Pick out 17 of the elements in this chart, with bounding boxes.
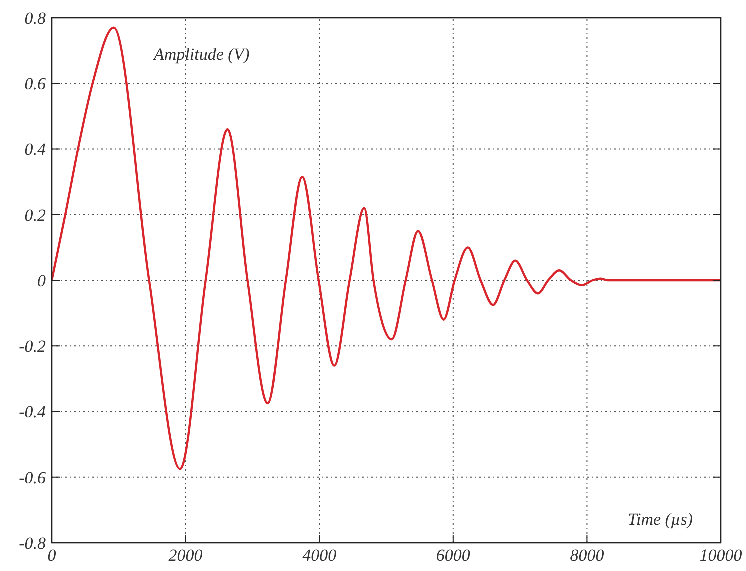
y-tick-label: -0.4 bbox=[19, 402, 46, 422]
x-tick-label: 2000 bbox=[168, 546, 204, 565]
y-tick-label: -0.6 bbox=[19, 468, 46, 488]
y-tick-label: 0.4 bbox=[24, 140, 46, 160]
x-tick-label: 4000 bbox=[302, 546, 338, 565]
x-tick-label: 6000 bbox=[436, 546, 471, 565]
y-tick-label: -0.2 bbox=[19, 337, 46, 356]
line-series bbox=[50, 26, 722, 470]
y-tick-label: 0.2 bbox=[24, 206, 46, 225]
y-tick-label: 0.8 bbox=[24, 8, 46, 28]
y-tick-label: 0 bbox=[38, 271, 46, 290]
y-tick-label: 0.6 bbox=[24, 74, 46, 94]
x-axis-title: Time (µs) bbox=[628, 510, 694, 529]
y-axis-title: Amplitude (V) bbox=[153, 45, 250, 64]
y-tick-label: -0.8 bbox=[19, 534, 46, 553]
x-tick-label: 8000 bbox=[570, 546, 605, 565]
x-tick-label: 10000 bbox=[700, 546, 743, 565]
